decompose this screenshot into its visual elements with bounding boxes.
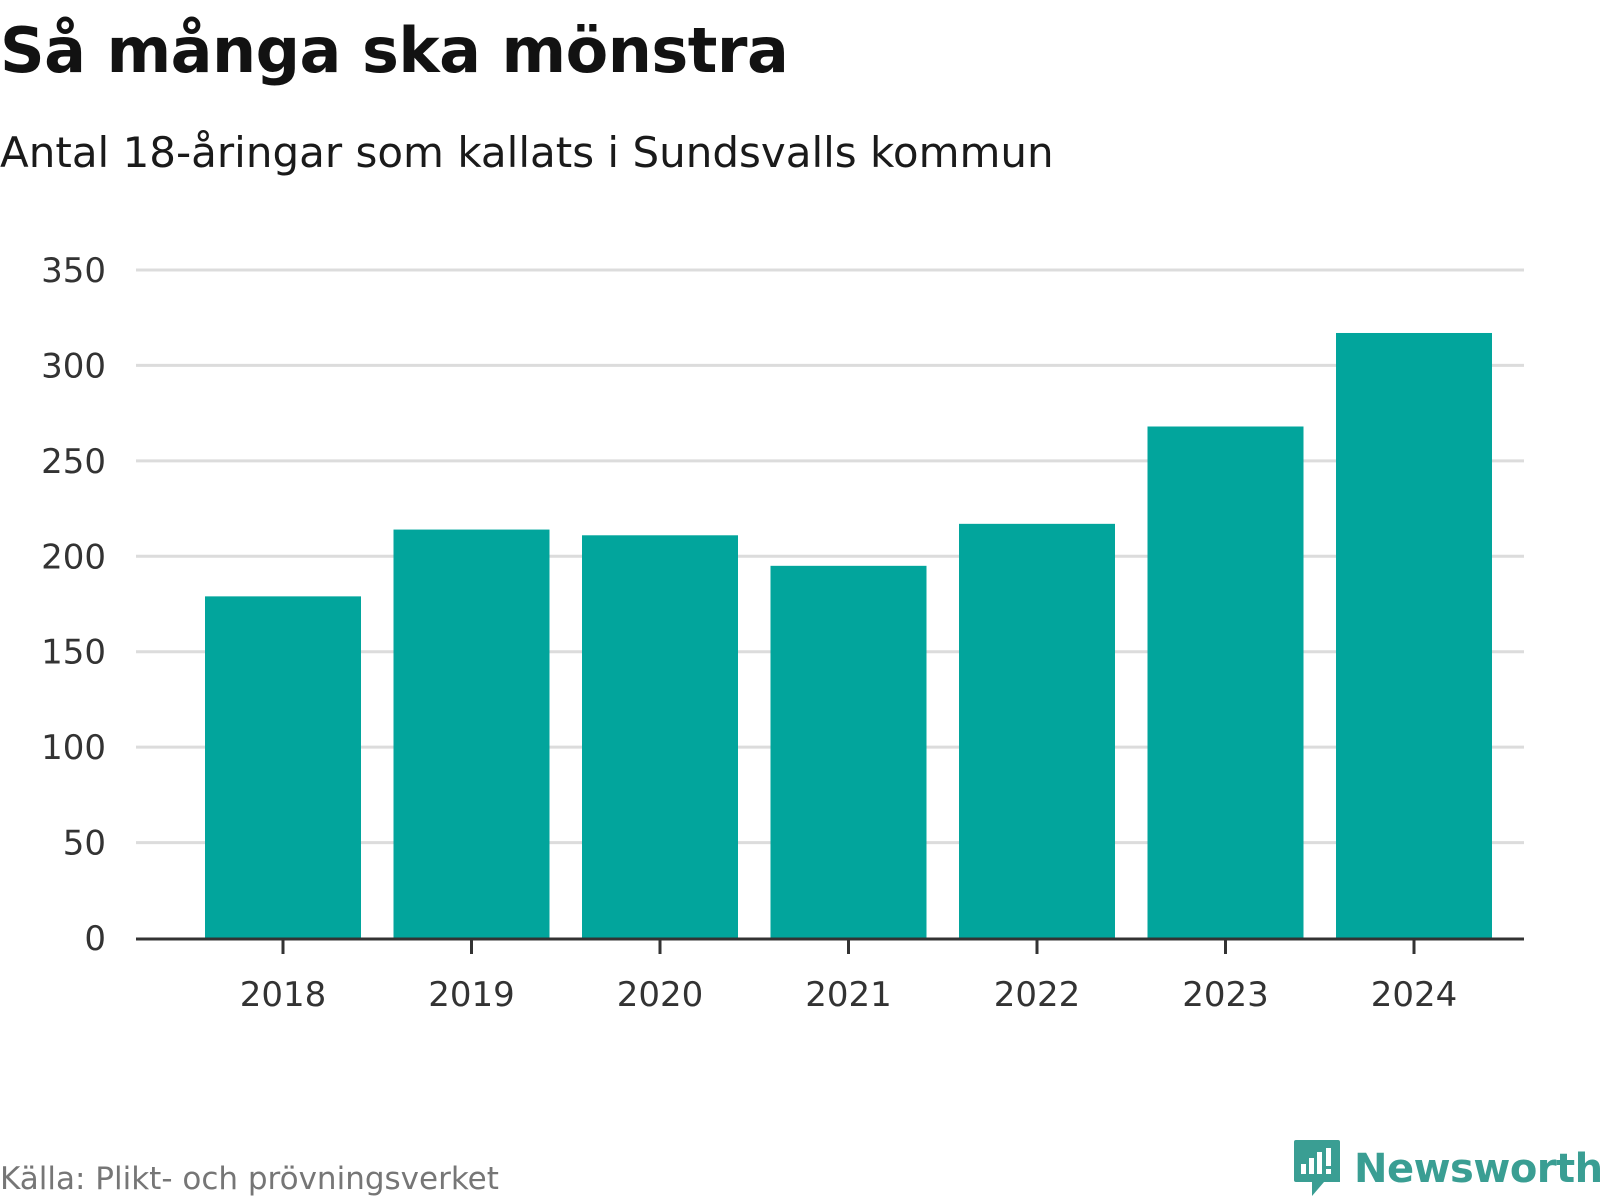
x-tick-label: 2021 xyxy=(805,975,892,1015)
y-tick-label: 350 xyxy=(41,251,106,291)
y-tick-label: 100 xyxy=(41,728,106,768)
x-tick-label: 2019 xyxy=(428,975,515,1015)
y-tick-label: 0 xyxy=(84,919,106,959)
y-axis-tick-labels: 0 50 100 150 200 250 300 350 xyxy=(41,251,106,959)
bar-2018 xyxy=(205,596,361,938)
x-axis: 2018 2019 2020 2021 2022 2023 2024 xyxy=(136,937,1524,1015)
brand-name: Newsworthy xyxy=(1354,1146,1600,1192)
x-tick-label: 2020 xyxy=(617,975,704,1015)
brand-block: Newsworthy xyxy=(1292,1138,1600,1200)
x-tick-label: 2024 xyxy=(1371,975,1458,1015)
bar-2019 xyxy=(393,529,550,938)
y-tick-label: 150 xyxy=(41,633,106,673)
bar-2020 xyxy=(582,535,738,938)
x-tick-label: 2023 xyxy=(1182,975,1269,1015)
bar-2024 xyxy=(1336,332,1492,938)
bar-2023 xyxy=(1147,426,1304,938)
x-tick-label: 2018 xyxy=(240,975,327,1015)
bar-2021 xyxy=(770,565,927,938)
y-tick-label: 300 xyxy=(41,346,106,386)
x-tick-label: 2022 xyxy=(994,975,1081,1015)
y-tick-label: 50 xyxy=(63,824,106,864)
newsworthy-logo-icon xyxy=(1294,1140,1340,1196)
source-note: Källa: Plikt- och prövningsverket xyxy=(0,1161,499,1197)
chart-title: Så många ska mönstra xyxy=(0,14,789,87)
y-tick-label: 200 xyxy=(41,537,106,577)
chart-subtitle: Antal 18-åringar som kallats i Sundsvall… xyxy=(0,128,1054,177)
y-tick-label: 250 xyxy=(41,442,106,482)
bar-2022 xyxy=(959,523,1115,938)
bars xyxy=(205,332,1492,938)
